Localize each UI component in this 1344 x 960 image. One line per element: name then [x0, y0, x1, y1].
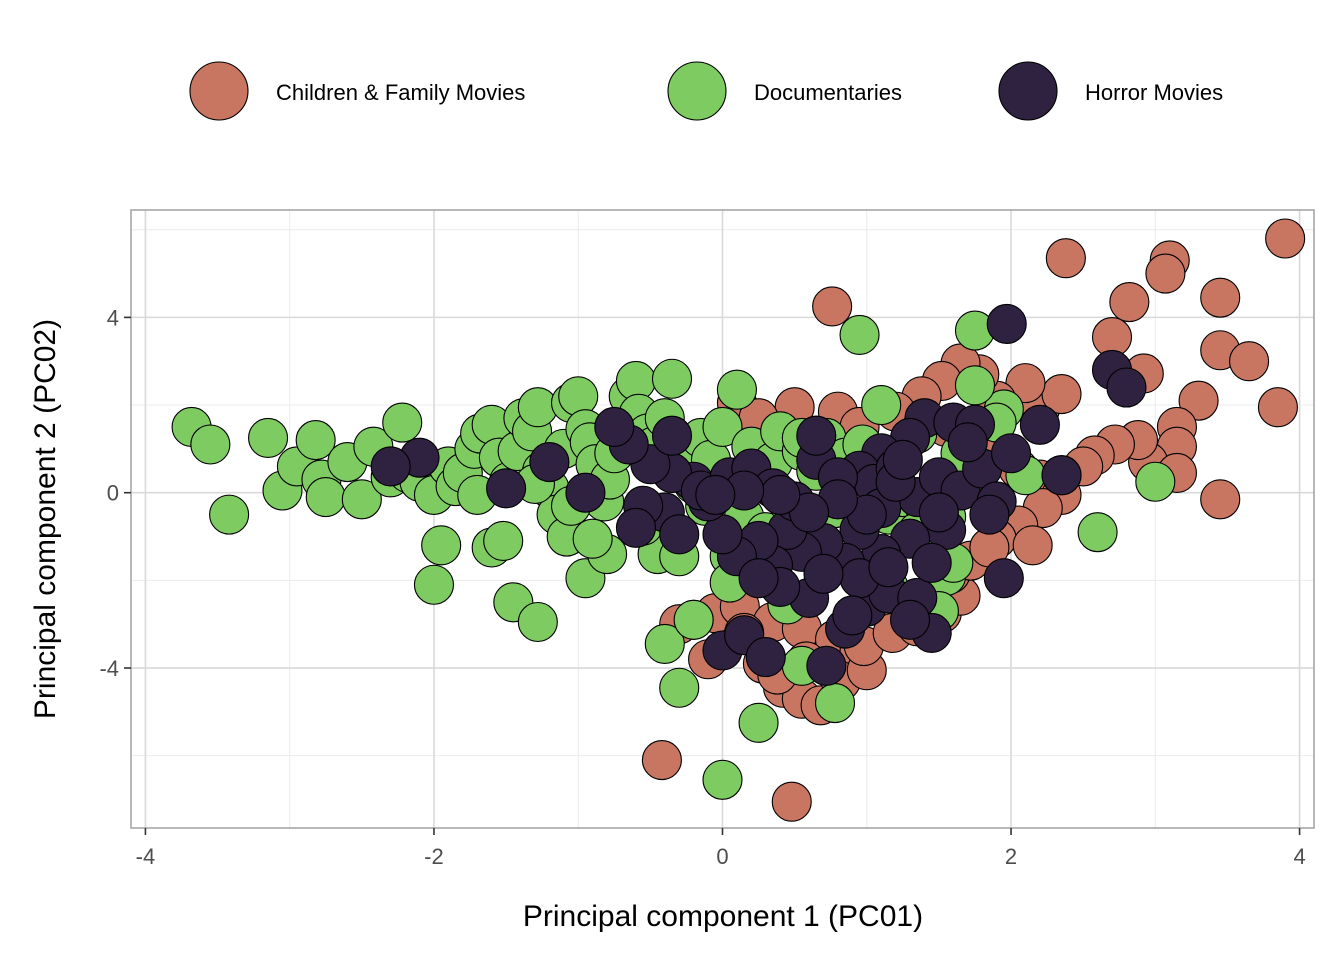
data-point	[814, 683, 856, 724]
data-point	[565, 472, 606, 513]
data-point	[558, 376, 599, 417]
legend-label: Children & Family Movies	[276, 80, 525, 105]
data-point	[413, 564, 455, 605]
data-point	[659, 514, 700, 555]
data-point	[370, 446, 411, 487]
data-point	[529, 441, 570, 483]
data-point	[1012, 525, 1053, 566]
data-point	[1135, 461, 1176, 502]
data-point	[745, 637, 786, 678]
data-point	[1229, 341, 1270, 382]
data-point	[702, 406, 743, 448]
data-point	[796, 415, 837, 456]
data-point	[1145, 253, 1186, 294]
legend-label: Documentaries	[754, 80, 902, 105]
data-point	[983, 558, 1024, 599]
data-point	[615, 507, 656, 548]
x-tick-label: -4	[136, 844, 156, 869]
data-points	[171, 218, 1306, 822]
legend-key	[189, 61, 249, 121]
data-point	[947, 422, 988, 463]
data-point	[341, 479, 382, 520]
data-point	[1077, 512, 1118, 553]
data-point	[969, 494, 1010, 535]
data-point	[806, 645, 847, 686]
data-point	[839, 314, 880, 355]
data-point	[1265, 218, 1306, 259]
legend: Children & Family Movies Documentaries Hor…	[189, 61, 1223, 121]
data-point	[382, 402, 423, 443]
data-point	[1257, 387, 1298, 428]
y-axis-title: Principal component 2 (PC02)	[29, 319, 62, 719]
x-tick-label: 2	[1005, 844, 1017, 869]
data-point	[209, 494, 250, 535]
data-point	[1019, 404, 1060, 445]
data-point	[803, 553, 844, 594]
x-axis-title: Principal component 1 (PC01)	[523, 900, 923, 933]
data-point	[716, 369, 757, 410]
data-point	[702, 759, 743, 800]
x-tick-label: 0	[716, 844, 728, 869]
data-point	[1106, 367, 1147, 408]
data-point	[305, 477, 346, 518]
data-point	[594, 406, 635, 448]
data-point	[918, 492, 959, 533]
data-point	[889, 599, 931, 640]
data-point	[882, 439, 923, 480]
y-tick-label: 4	[107, 305, 119, 330]
data-point	[651, 415, 693, 456]
data-point	[1178, 380, 1219, 421]
data-point	[1200, 277, 1241, 318]
data-point	[868, 547, 909, 588]
data-point	[641, 740, 682, 781]
data-point	[990, 433, 1032, 474]
data-point	[517, 601, 558, 643]
data-point	[1041, 455, 1082, 496]
data-point	[771, 781, 812, 822]
data-point	[421, 525, 462, 566]
data-point	[1045, 238, 1086, 279]
legend-key	[998, 61, 1058, 121]
data-point	[644, 623, 685, 664]
data-point	[738, 558, 779, 599]
data-point	[760, 474, 801, 515]
data-point	[190, 424, 231, 465]
data-point	[812, 286, 853, 327]
data-point	[486, 468, 527, 509]
data-point	[911, 542, 952, 583]
data-point	[659, 667, 700, 708]
data-point	[861, 384, 902, 426]
y-tick-label: 0	[107, 481, 119, 506]
data-point	[248, 417, 289, 458]
data-point	[295, 420, 336, 461]
data-point	[1200, 479, 1241, 520]
y-tick-label: -4	[99, 656, 119, 681]
data-point	[986, 303, 1027, 345]
legend-label: Horror Movies	[1085, 80, 1223, 105]
legend-key	[667, 61, 727, 121]
data-point	[673, 599, 714, 640]
x-tick-label: 4	[1293, 844, 1305, 869]
data-point	[954, 365, 996, 406]
x-tick-label: -2	[424, 844, 444, 869]
data-point	[483, 520, 524, 561]
data-point	[832, 595, 873, 636]
series-horror-movies	[370, 303, 1147, 686]
data-point	[572, 518, 613, 559]
data-point	[1109, 281, 1150, 323]
data-point	[695, 474, 736, 515]
axes: -4 -2 0 2 4 -4 0 4	[99, 305, 1305, 869]
data-point	[651, 358, 693, 399]
data-point	[738, 702, 779, 743]
